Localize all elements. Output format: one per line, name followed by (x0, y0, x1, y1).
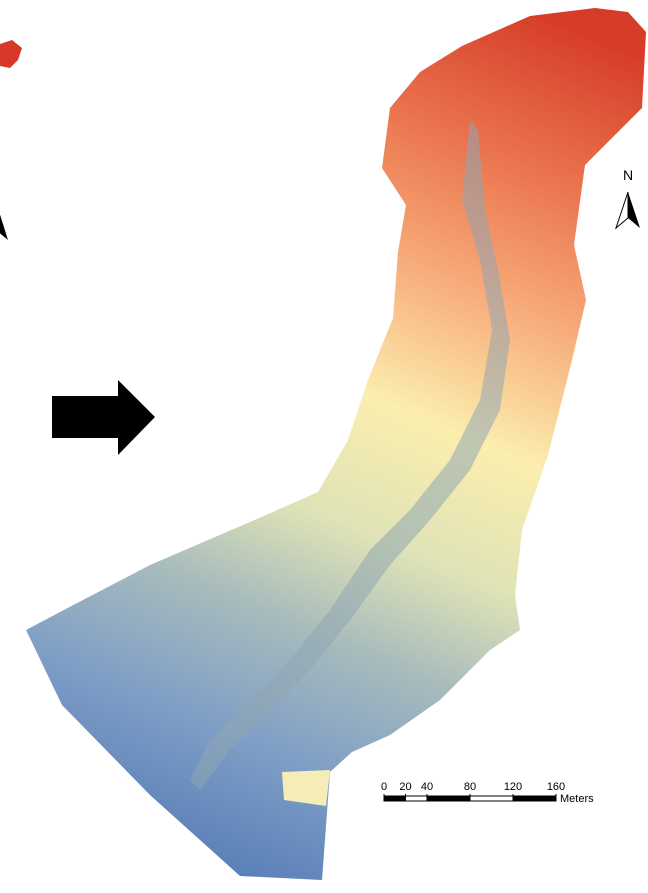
scale-label: 0 (381, 781, 387, 793)
scale-segment (513, 796, 556, 801)
north-arrow: N (0, 177, 8, 240)
scale-segment (427, 796, 470, 801)
scale-label: 120 (504, 781, 522, 793)
scale-unit: Meters (560, 793, 594, 805)
page: N N 0204080120160Meters (() => { const d… (0, 0, 648, 893)
north-arrow: N (616, 167, 640, 228)
north-label: N (0, 177, 1, 193)
map-fragment (0, 40, 22, 68)
map-notch (282, 770, 330, 806)
direction-arrow (52, 380, 155, 455)
scale-label: 160 (547, 781, 565, 793)
scale-segment (384, 796, 406, 801)
scale-label: 20 (399, 781, 411, 793)
scale-label: 40 (421, 781, 433, 793)
north-label: N (623, 167, 633, 183)
scale-label: 80 (464, 781, 476, 793)
map: N N 0 20 40 80 120 160Meters (0, 0, 648, 893)
